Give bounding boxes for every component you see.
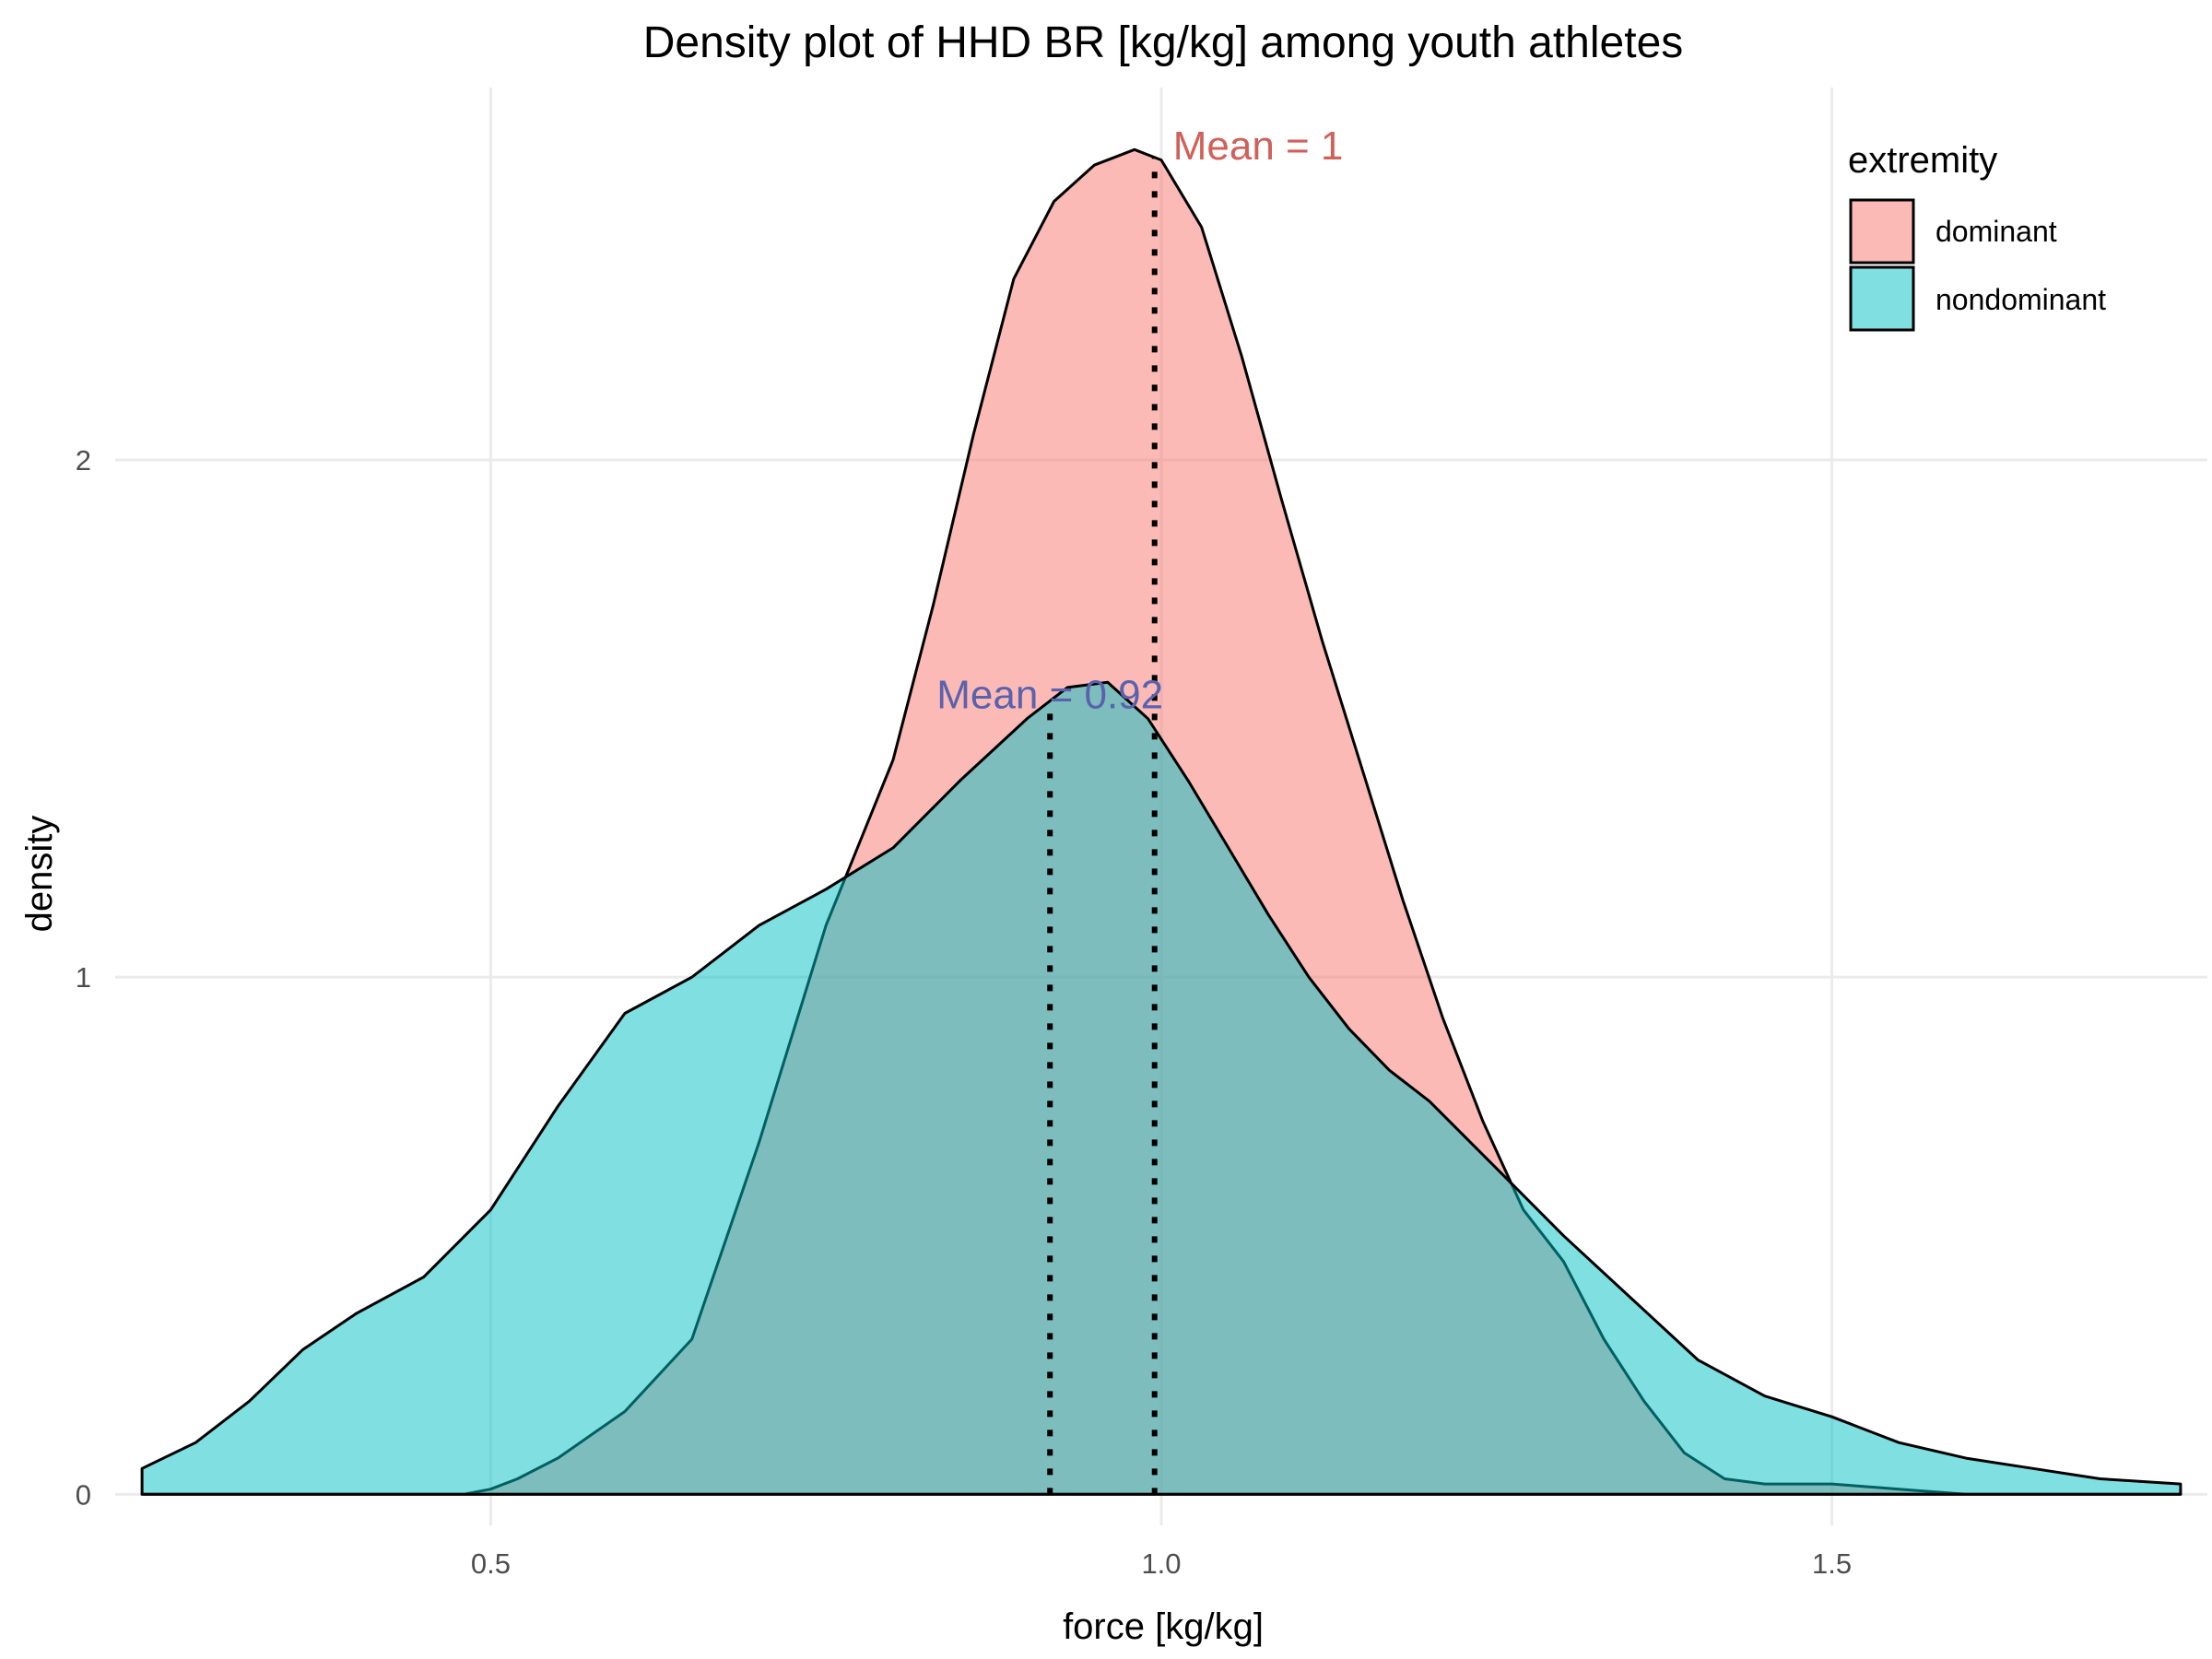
y-tick-label: 1 — [76, 961, 91, 994]
mean-label-dominant: Mean = 1 — [1173, 124, 1344, 169]
x-tick-label: 1.5 — [1812, 1547, 1852, 1580]
density-areas — [140, 147, 2183, 1496]
legend: extremity dominant nondominant — [1848, 140, 2106, 332]
mean-label-nondominant: Mean = 0.92 — [936, 672, 1163, 717]
y-tick-label: 2 — [76, 444, 91, 477]
legend-label-nondominant: nondominant — [1936, 283, 2106, 316]
y-tick-label: 0 — [76, 1478, 91, 1511]
x-tick-label: 0.5 — [471, 1547, 511, 1580]
axis-ticks: 0.5 1.0 1.5 0 1 2 — [76, 444, 1852, 1580]
x-axis-title: force [kg/kg] — [1063, 1606, 1264, 1647]
chart-title: Density plot of HHD BR [kg/kg] among you… — [643, 18, 1684, 67]
legend-key-dominant — [1849, 198, 1915, 265]
y-axis-title: density — [19, 816, 60, 933]
legend-title: extremity — [1848, 140, 1997, 181]
mean-lines: Mean = 1 Mean = 0.92 — [936, 124, 1343, 1495]
density-area-nondominant — [140, 680, 2183, 1496]
x-tick-label: 1.0 — [1141, 1547, 1181, 1580]
legend-key-nondominant — [1849, 265, 1915, 332]
legend-label-dominant: dominant — [1936, 215, 2057, 248]
